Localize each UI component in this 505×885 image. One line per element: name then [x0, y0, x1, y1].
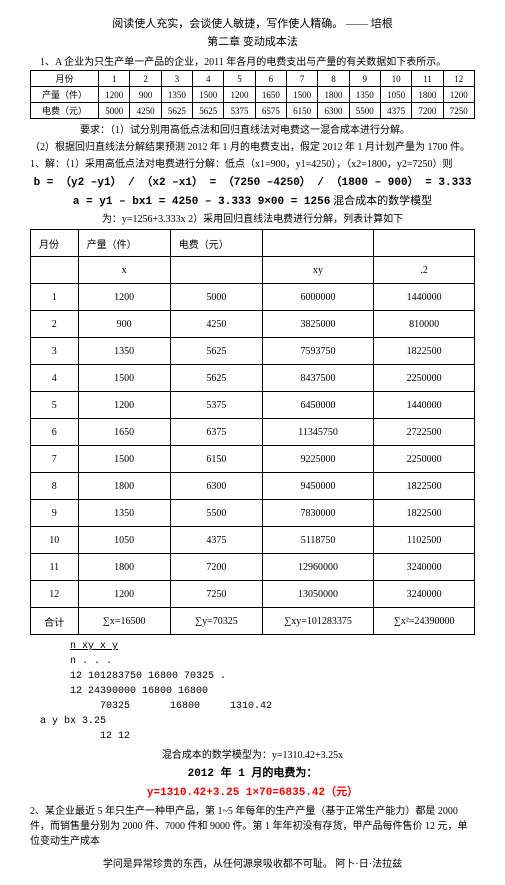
table-row: 41500562584375002250000: [31, 365, 475, 392]
formula-b: b = （y2 –y1） / （x2 –x1） = （7250 –4250） /…: [30, 173, 475, 189]
solution-intro: 1、解：（1）采用高低点法对电费进行分解：低点（x1=900，y1=4250），…: [30, 155, 475, 170]
table-row: 81800630094500001822500: [31, 473, 475, 500]
calculation-block: n xy x y n . . . 12 101283750 16800 7032…: [70, 639, 475, 714]
requirement-2: （2）根据回归直线法分解结果预测 2012 年 1 月的电费支出，假定 2012…: [30, 138, 475, 153]
table-row: 月份123456789101112: [31, 71, 475, 87]
problem1-intro: 1、A 企业为只生产单一产品的企业，2011 年各月的电费支出与产量的有关数据如…: [30, 53, 475, 68]
calc-a: a y bx 3.25: [40, 714, 475, 729]
table-row: 31350562575937501822500: [31, 338, 475, 365]
table-row: 11200500060000001440000: [31, 284, 475, 311]
data-table-1: 月份123456789101112 产量（件）12009001350150012…: [30, 70, 475, 119]
table-row: 51200537564500001440000: [31, 392, 475, 419]
table-header: 月份产量（件）电费（元）: [31, 230, 475, 257]
formula-a-line: a = y1 – bx1 = 4250 – 3.333 9×00 = 1256 …: [30, 192, 475, 208]
requirement-1: 要求：（1）试分别用高低点法和回归直线法对电费这一混合成本进行分解。: [30, 121, 475, 136]
table-row: 产量（件）12009001350150012001650150018001350…: [31, 87, 475, 103]
table-subheader: xxy.2: [31, 257, 475, 284]
result-model: 混合成本的数学模型为：y=1310.42+3.25x: [30, 746, 475, 761]
table-row: 101050437551187501102500: [31, 527, 475, 554]
chapter-title: 第二章 变动成本法: [30, 33, 475, 49]
table-row: 1118007200129600003240000: [31, 554, 475, 581]
calculation-table: 月份产量（件）电费（元） xxy.2 112005000600000014400…: [30, 229, 475, 635]
header-quote: 阅读使人充实，会谈使人敏捷，写作使人精确。 —— 培根: [30, 15, 475, 31]
table-row: 电费（元）50004250562556255375657561506300550…: [31, 103, 475, 119]
result-title: 2012 年 1 月的电费为：: [30, 764, 475, 780]
table-row: 1212007250130500003240000: [31, 581, 475, 608]
result-formula: y=1310.42+3.25 1×70=6835.42（元）: [30, 783, 475, 799]
table-row: 290042503825000810000: [31, 311, 475, 338]
table-row: 71500615092250002250000: [31, 446, 475, 473]
table-row: 616506375113457502722500: [31, 419, 475, 446]
model-formula: 为：y=1256+3.333x 2）采用回归直线法电费进行分解，列表计算如下: [30, 210, 475, 225]
problem2: 2、某企业最近 5 年只生产一种甲产品，第 1~5 年每年的生产产量（基于正常生…: [30, 802, 475, 847]
footer-quote: 学问是异常珍贵的东西，从任何源泉吸收都不可耻。 阿卜·日·法拉兹: [30, 855, 475, 870]
calc-12: 12 12: [100, 729, 475, 744]
table-row: 91350550078300001822500: [31, 500, 475, 527]
table-totals: 合计∑x=16500∑y=70325∑xy=101283375∑x²=24390…: [31, 608, 475, 635]
